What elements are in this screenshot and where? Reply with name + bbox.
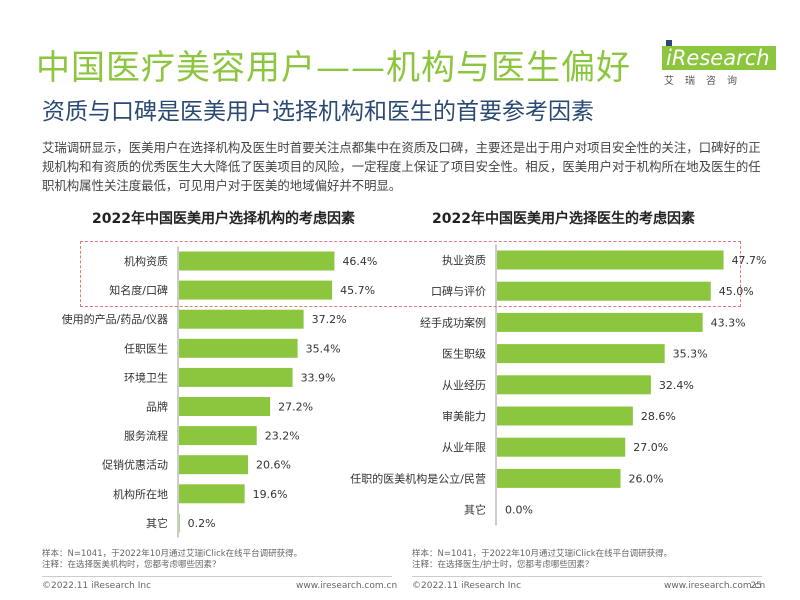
category-label: 经手成功案例	[420, 315, 486, 329]
category-label: 使用的产品/药品/仪器	[62, 312, 168, 326]
bar	[497, 312, 703, 332]
value-label: 43.3%	[711, 316, 746, 329]
value-label: 33.9%	[301, 371, 336, 384]
value-label: 20.6%	[256, 459, 291, 472]
note-left: 样本：N=1041，于2022年10月通过艾瑞iClick在线平台调研获得。 注…	[42, 549, 302, 571]
bar	[179, 484, 245, 504]
note-left-sample: 样本：N=1041，于2022年10月通过艾瑞iClick在线平台调研获得。	[42, 549, 303, 559]
value-label: 45.7%	[340, 284, 375, 297]
note-left-question: 注释：在选择医美机构时，您都考虑哪些因素？	[42, 560, 221, 570]
value-label: 32.4%	[659, 379, 694, 392]
category-label: 品牌	[146, 400, 168, 414]
value-label: 28.6%	[641, 410, 676, 423]
bar	[179, 426, 257, 446]
category-label: 促销优惠活动	[102, 458, 168, 472]
bar	[497, 281, 711, 301]
category-label: 机构资质	[124, 254, 168, 268]
value-label: 27.0%	[633, 441, 668, 454]
footer-copyright-left: ©2022.11 iResearch Inc	[42, 581, 152, 591]
category-label: 医生职级	[442, 347, 486, 361]
value-label: 27.2%	[278, 401, 313, 414]
category-label: 任职医生	[124, 341, 168, 355]
bar	[497, 406, 633, 426]
footer-copyright-right: ©2022.11 iResearch Inc	[412, 581, 522, 591]
logo-chinese-name: 艾瑞咨询	[664, 76, 748, 87]
footer-url-left: www.iresearch.com.cn	[296, 581, 398, 591]
category-label: 机构所在地	[113, 487, 168, 501]
value-label: 47.7%	[732, 254, 767, 267]
description-paragraph: 艾瑞调研显示，医美用户在选择机构及医生时首要关注点都集中在资质及口碑，主要还是出…	[42, 140, 761, 193]
chart-title-doctor: 2022年中国医美用户选择医生的考虑因素	[432, 211, 695, 227]
note-right-question: 注释：在选择医生/护士时，您都考虑哪些因素？	[412, 560, 594, 570]
category-label: 从业年限	[442, 440, 486, 454]
value-label: 46.4%	[342, 255, 377, 268]
bar	[179, 280, 333, 300]
page-number: 25	[750, 581, 762, 591]
bar	[179, 367, 293, 387]
bar	[179, 397, 271, 416]
category-label: 口碑与评价	[431, 285, 486, 298]
value-label: 23.2%	[265, 430, 300, 443]
bar	[497, 344, 665, 364]
top-factors-highlight-box	[80, 241, 741, 307]
category-label: 其它	[146, 516, 168, 530]
footer-divider-left	[42, 576, 392, 577]
bar	[497, 250, 724, 270]
value-label: 45.0%	[719, 285, 754, 298]
note-right-sample: 样本：N=1041，于2022年10月通过艾瑞iClick在线平台调研获得。	[412, 549, 673, 559]
logo-dot-icon	[666, 40, 672, 46]
page-title: 中国医疗美容用户——机构与医生偏好	[36, 48, 631, 88]
value-label: 19.6%	[253, 488, 288, 501]
category-label: 环境卫生	[124, 370, 168, 384]
category-label: 服务流程	[124, 429, 168, 443]
footer-url-right: www.iresearch.com.cn	[664, 581, 766, 591]
category-label: 审美能力	[442, 409, 486, 423]
category-label: 知名度/口碑	[109, 283, 168, 297]
value-label: 0.2%	[188, 517, 216, 530]
chart-title-institution: 2022年中国医美用户选择机构的考虑因素	[92, 211, 355, 227]
bar	[497, 375, 651, 395]
value-label: 35.3%	[673, 348, 708, 361]
category-label: 任职的医美机构是公立/民营	[350, 471, 486, 485]
note-right: 样本：N=1041，于2022年10月通过艾瑞iClick在线平台调研获得。 注…	[412, 549, 672, 571]
institution-factors-chart: 机构资质 46.4% 知名度/口碑 45.7% 使用的产品/药品/仪器 37.2% 任职医生…	[62, 246, 377, 538]
footer-divider-right	[412, 576, 762, 577]
logo-wordmark: iResearch	[662, 46, 776, 70]
bar	[497, 437, 626, 457]
bar	[497, 468, 621, 488]
value-label: 0.0%	[505, 504, 533, 517]
bar	[179, 309, 304, 329]
value-label: 26.0%	[629, 472, 664, 485]
category-label: 其它	[464, 503, 486, 517]
doctor-factors-chart: 执业资质 47.7% 口碑与评价 45.0% 经手成功案例 43.3% 医生职级 35.3% 从…	[350, 244, 767, 526]
bar	[179, 338, 298, 358]
page-subtitle: 资质与口碑是医美用户选择机构和医生的首要参考因素	[42, 99, 594, 125]
category-label: 执业资质	[442, 253, 486, 267]
bar	[179, 455, 249, 475]
bar	[179, 251, 335, 271]
category-label: 从业经历	[442, 379, 486, 392]
iresearch-logo: iResearch 艾瑞咨询	[662, 40, 776, 87]
value-label: 37.2%	[312, 313, 347, 326]
bar	[179, 513, 180, 533]
value-label: 35.4%	[306, 342, 341, 355]
